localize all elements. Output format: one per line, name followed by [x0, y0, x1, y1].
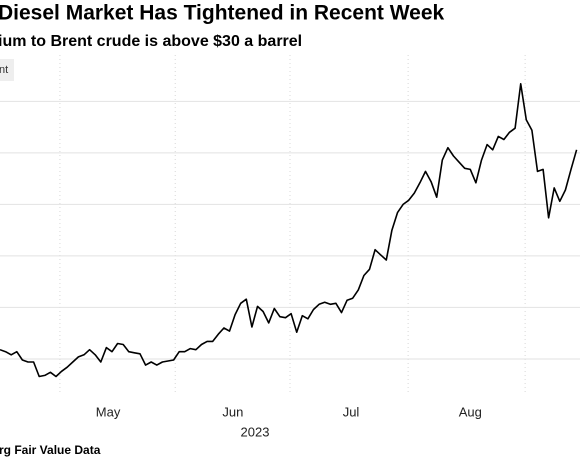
x-tick-label: Jul: [343, 404, 360, 419]
x-axis-label: 2023: [241, 424, 270, 439]
legend-box: [0, 59, 14, 81]
source: rg Fair Value Data: [0, 443, 101, 457]
x-tick-label: Aug: [459, 404, 482, 419]
legend-label: nt: [0, 64, 8, 76]
chart-title: Diesel Market Has Tightened in Recent We…: [0, 2, 445, 25]
x-tick-label: May: [96, 404, 121, 419]
x-tick-label: Jun: [222, 404, 243, 419]
line: [0, 83, 578, 378]
chart-subtitle: ium to Brent crude is above $30 a barrel: [0, 33, 302, 50]
